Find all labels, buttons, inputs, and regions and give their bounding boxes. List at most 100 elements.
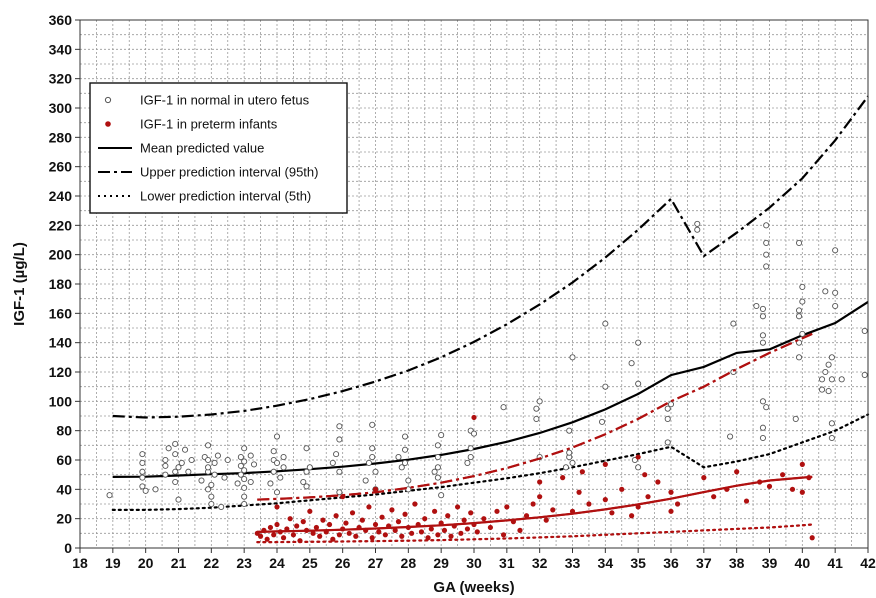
data-point-open [438, 492, 445, 499]
legend-symbol-filled-circle [105, 121, 111, 127]
x-tick-label: 33 [565, 555, 581, 571]
data-point-open [204, 456, 212, 464]
data-point-open [799, 298, 806, 305]
data-point-filled [799, 461, 805, 467]
data-point-open [241, 467, 248, 474]
data-point-filled [448, 533, 454, 539]
data-point-open [241, 493, 248, 500]
data-point-filled [435, 532, 441, 538]
data-point-open [799, 283, 806, 290]
data-point-open [533, 415, 540, 422]
data-point-filled [560, 475, 566, 481]
legend-symbol-open-circle [104, 96, 112, 104]
x-tick-label: 20 [138, 555, 154, 571]
data-point-filled [290, 532, 297, 538]
data-point-filled [517, 527, 523, 534]
data-point-filled [441, 527, 448, 534]
data-point-open [599, 418, 606, 425]
y-tick-label: 140 [49, 335, 73, 351]
data-point-open [401, 446, 409, 453]
data-point-open [861, 371, 868, 378]
data-point-open [832, 302, 839, 310]
y-tick-label: 60 [56, 452, 72, 468]
data-point-filled [734, 469, 740, 475]
data-point-open [162, 456, 169, 464]
legend-label: IGF-1 in normal in utero fetus [140, 93, 310, 108]
y-tick-label: 40 [56, 481, 72, 497]
data-point-open [828, 420, 835, 427]
data-point-filled [274, 521, 280, 528]
data-point-open [818, 386, 826, 393]
y-tick-label: 160 [49, 305, 73, 321]
data-point-open [434, 454, 441, 461]
data-point-open [237, 471, 244, 478]
data-point-filled [445, 513, 451, 519]
data-point-filled [267, 524, 274, 531]
data-point-open [365, 459, 372, 466]
data-point-open [152, 486, 159, 493]
data-point-filled [320, 517, 326, 523]
data-point-open [165, 445, 172, 452]
data-point-open [336, 436, 343, 443]
data-point-filled [766, 483, 773, 489]
data-point-open [796, 354, 803, 361]
data-point-open [664, 415, 671, 422]
y-tick-label: 0 [64, 540, 72, 556]
data-point-open [759, 305, 766, 312]
data-point-filled [537, 479, 543, 485]
data-point-filled [287, 516, 293, 522]
data-point-open [303, 483, 310, 490]
data-point-open [188, 456, 195, 464]
data-point-open [372, 468, 379, 475]
data-point-open [224, 456, 231, 464]
data-point-filled [382, 532, 388, 538]
data-point-open [237, 454, 244, 461]
data-point-open [730, 320, 737, 327]
data-point-open [759, 398, 766, 405]
data-point-open [763, 222, 770, 229]
data-point-open [401, 459, 409, 466]
y-tick-label: 100 [49, 393, 73, 409]
data-point-filled [655, 479, 661, 485]
legend-box [89, 82, 348, 214]
data-point-filled [274, 504, 280, 510]
data-point-filled [461, 517, 467, 523]
data-point-open [142, 487, 149, 494]
data-point-open [182, 446, 189, 453]
data-point-open [434, 442, 441, 449]
y-tick-label: 220 [49, 217, 73, 233]
x-tick-label: 38 [729, 555, 745, 571]
data-point-open [204, 464, 212, 471]
x-tick-label: 37 [696, 555, 712, 571]
data-point-open [241, 476, 248, 483]
data-point-open [139, 459, 146, 466]
data-point-open [277, 474, 284, 481]
data-point-filled [474, 529, 480, 535]
data-point-open [566, 449, 573, 456]
data-point-open [237, 462, 244, 469]
x-tick-label: 35 [630, 555, 646, 571]
data-point-filled [645, 494, 651, 500]
data-point-filled [402, 511, 408, 517]
data-point-open [172, 451, 179, 458]
data-point-open [280, 454, 287, 461]
data-point-open [185, 468, 192, 475]
data-point-open [270, 448, 277, 455]
x-tick-label: 25 [302, 555, 318, 571]
data-point-open [234, 480, 241, 487]
data-point-open [464, 459, 471, 466]
data-point-filled [494, 508, 500, 514]
data-point-open [221, 474, 228, 481]
data-point-filled [487, 524, 494, 531]
x-tick-label: 29 [433, 555, 449, 571]
x-tick-label: 36 [663, 555, 679, 571]
data-point-open [818, 376, 826, 383]
data-point-filled [264, 536, 270, 542]
x-tick-label: 34 [598, 555, 614, 571]
data-point-open [536, 398, 543, 405]
y-tick-label: 120 [49, 364, 73, 380]
data-point-filled [313, 524, 319, 531]
data-point-open [336, 468, 343, 475]
data-point-filled [543, 517, 549, 523]
